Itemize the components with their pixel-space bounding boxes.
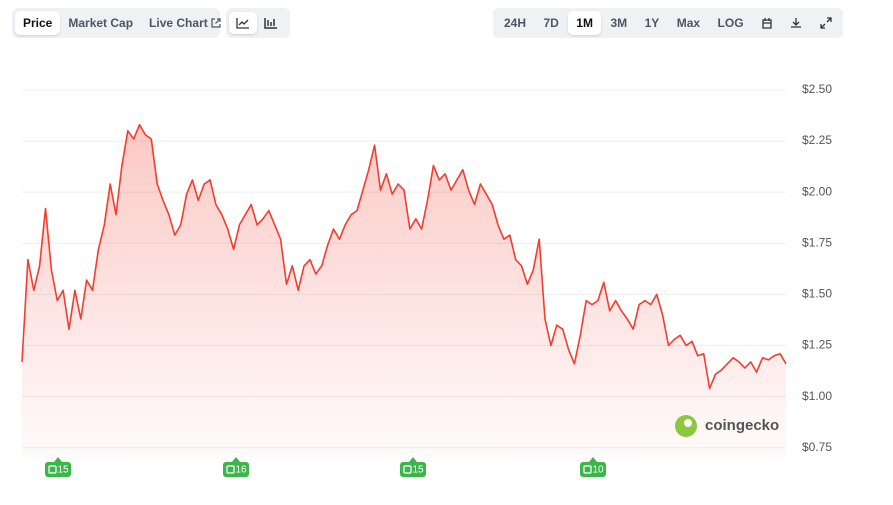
event-icon (48, 465, 57, 474)
event-icon (226, 465, 235, 474)
range-button[interactable]: Max (676, 16, 701, 30)
range-button[interactable]: LOG (717, 16, 744, 30)
event-icon (403, 465, 412, 474)
event-pointer (232, 457, 240, 462)
external-icon (211, 18, 221, 28)
event-box (580, 462, 606, 477)
watermark-text: coingecko (705, 417, 779, 434)
range-button[interactable]: 1M (568, 11, 601, 35)
tool-icon (762, 18, 772, 29)
tool-icon (820, 17, 832, 29)
view-button[interactable]: Market Cap (68, 16, 134, 30)
event-icon (583, 465, 592, 474)
event-badge: 15 (45, 457, 71, 477)
view-button[interactable]: Live Chart (141, 11, 229, 35)
event-count: 15 (412, 465, 424, 476)
view-switch: Price Market Cap Live Chart (12, 8, 221, 38)
line-chart-button[interactable] (229, 12, 257, 34)
view-button[interactable]: Price (15, 11, 61, 35)
event-pointer (589, 457, 597, 462)
range-switch: 24H 7D 1M 3M 1Y Max LOG (493, 8, 843, 38)
area (22, 124, 786, 458)
event-badge: 15 (400, 457, 426, 477)
watermark: coingecko (675, 415, 779, 437)
view-label: Live Chart (149, 16, 208, 30)
range-button[interactable]: 1Y (644, 16, 660, 30)
y-tick-label: $1.75 (802, 235, 832, 249)
y-tick-label: $2.50 (802, 82, 832, 96)
y-tick-label: $2.00 (802, 184, 832, 198)
tool-icon (791, 18, 802, 28)
range-button[interactable]: 24H (504, 16, 527, 30)
y-tick-label: $2.25 (802, 133, 832, 147)
y-tick-label: $1.50 (802, 287, 832, 301)
event-pointer (409, 457, 417, 462)
candle-chart-button[interactable] (257, 12, 285, 34)
range-button[interactable]: 3M (610, 16, 628, 30)
line-icon (236, 18, 249, 29)
tool-button[interactable] (782, 12, 810, 34)
tool-button[interactable] (753, 12, 781, 34)
event-count: 15 (57, 465, 69, 476)
event-count: 16 (235, 465, 247, 476)
event-box (223, 462, 249, 477)
range-button[interactable]: 7D (543, 16, 559, 30)
chart-kind-switch (226, 8, 290, 38)
tool-button[interactable] (812, 12, 840, 34)
event-box (45, 462, 71, 477)
y-tick-label: $0.75 (802, 440, 832, 454)
event-box (400, 462, 426, 477)
y-tick-label: $1.25 (802, 338, 832, 352)
y-tick-label: $1.00 (802, 389, 832, 403)
event-badge: 10 (580, 457, 606, 477)
event-badge: 16 (223, 457, 249, 477)
event-pointer (54, 457, 62, 462)
candle-icon (264, 18, 277, 29)
event-count: 10 (592, 465, 604, 476)
price-line (21, 123, 787, 390)
